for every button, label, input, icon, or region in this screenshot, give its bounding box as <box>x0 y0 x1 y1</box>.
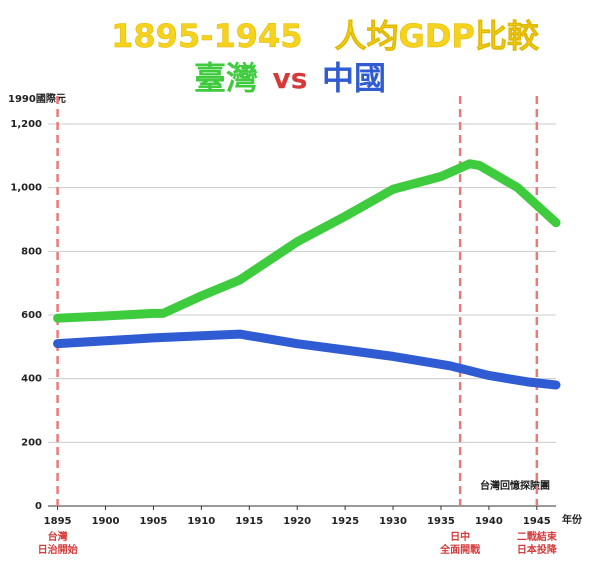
annotation: 台灣 <box>48 530 68 543</box>
annotation: 日治開始 <box>38 543 78 556</box>
x-tick-label: 1920 <box>283 516 311 527</box>
watermark: 台灣回憶探險團 <box>480 479 550 492</box>
y-tick-label: 1,200 <box>10 119 42 130</box>
x-tick-label: 1940 <box>475 516 503 527</box>
series-line <box>53 329 561 390</box>
x-axis-label: 年份 <box>562 513 583 526</box>
y-tick-label: 600 <box>21 310 42 321</box>
x-tick-label: 1930 <box>379 516 407 527</box>
legend-label: 中國 <box>322 59 386 97</box>
x-tick-label: 1900 <box>92 516 120 527</box>
series-line <box>53 159 561 323</box>
x-tick-label: 1945 <box>523 516 551 527</box>
x-tick-label: 1925 <box>331 516 359 527</box>
y-tick-label: 400 <box>21 374 42 385</box>
annotation: 日本投降 <box>517 543 558 556</box>
subtitle-vs: vs <box>273 62 308 95</box>
x-tick-label: 1905 <box>140 516 168 527</box>
y-tick-label: 1,000 <box>10 183 42 194</box>
chart-title: 1895-1945 人均GDP比較 <box>111 17 540 55</box>
y-axis-label: 1990國際元 <box>8 92 66 105</box>
annotation: 日中 <box>450 530 470 543</box>
x-tick-label: 1910 <box>187 516 215 527</box>
y-tick-label: 200 <box>21 437 42 448</box>
legend-label: 臺灣 <box>194 59 258 97</box>
x-tick-label: 1895 <box>44 516 72 527</box>
y-tick-label: 0 <box>35 501 42 512</box>
x-tick-label: 1935 <box>427 516 455 527</box>
annotation: 二戰結束 <box>517 530 558 543</box>
y-tick-label: 800 <box>21 246 42 257</box>
x-tick-label: 1915 <box>235 516 263 527</box>
annotation: 全面開戰 <box>439 543 480 556</box>
